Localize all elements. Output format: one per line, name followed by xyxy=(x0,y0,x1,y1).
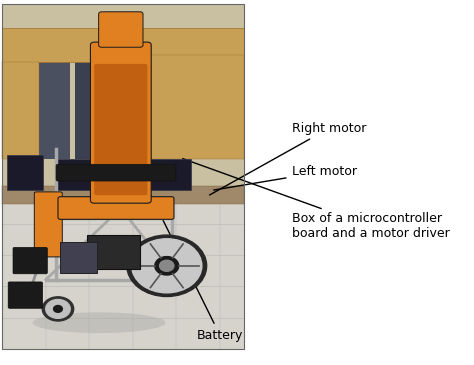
Bar xyxy=(2,4,244,349)
FancyBboxPatch shape xyxy=(99,12,143,47)
Text: Battery: Battery xyxy=(103,99,243,342)
FancyBboxPatch shape xyxy=(91,42,151,203)
FancyBboxPatch shape xyxy=(58,197,174,219)
Bar xyxy=(55,159,92,190)
Circle shape xyxy=(42,297,73,321)
Circle shape xyxy=(127,235,207,296)
FancyBboxPatch shape xyxy=(56,164,176,181)
Circle shape xyxy=(155,257,179,275)
Ellipse shape xyxy=(33,312,165,333)
Text: Right motor: Right motor xyxy=(210,122,366,195)
Bar xyxy=(75,62,136,159)
FancyBboxPatch shape xyxy=(13,247,47,274)
Circle shape xyxy=(132,239,202,293)
Circle shape xyxy=(160,260,174,271)
FancyBboxPatch shape xyxy=(8,282,43,308)
Bar xyxy=(60,242,97,273)
Circle shape xyxy=(46,299,70,318)
Bar xyxy=(2,28,244,62)
Bar xyxy=(87,235,140,269)
Bar xyxy=(2,187,244,204)
Text: Left motor: Left motor xyxy=(214,165,356,190)
Bar xyxy=(2,4,244,211)
FancyBboxPatch shape xyxy=(34,192,62,257)
Bar xyxy=(2,62,38,159)
Bar xyxy=(147,62,244,159)
Circle shape xyxy=(54,306,63,312)
FancyBboxPatch shape xyxy=(94,64,147,195)
Bar xyxy=(136,55,244,159)
Bar xyxy=(7,155,44,190)
Bar xyxy=(147,159,191,190)
Text: Box of a microcontroller
board and a motor driver: Box of a microcontroller board and a mot… xyxy=(183,159,449,240)
Bar xyxy=(2,55,70,159)
Bar xyxy=(27,35,111,49)
Bar xyxy=(2,204,244,349)
